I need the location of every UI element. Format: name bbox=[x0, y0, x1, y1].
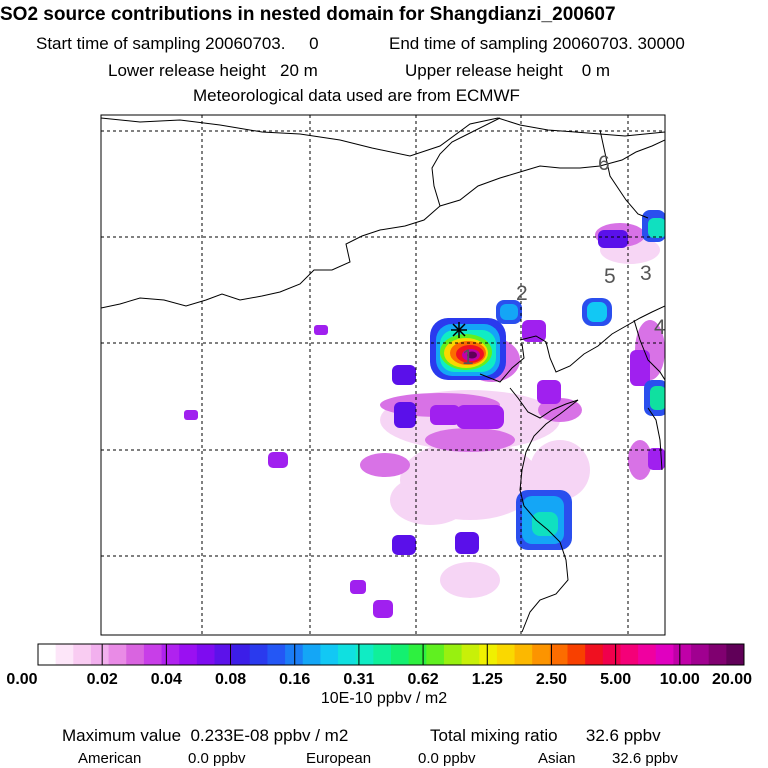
region-label-2: 2 bbox=[516, 282, 528, 305]
colorbar-swatch bbox=[638, 644, 657, 665]
colorbar-tick-label: 1.25 bbox=[472, 671, 503, 688]
region-label-6: 6 bbox=[598, 152, 610, 175]
european-value: 0.0 ppbv bbox=[418, 750, 476, 767]
asian-value: 32.6 ppbv bbox=[612, 750, 678, 767]
colorbar-unit-label: 10E-10 ppbv / m2 bbox=[320, 690, 448, 707]
colorbar-swatch bbox=[532, 644, 551, 665]
colorbar-swatch bbox=[726, 644, 745, 665]
colorbar-swatch bbox=[549, 644, 568, 665]
colorbar-swatch bbox=[443, 644, 463, 665]
region-label-4: 4 bbox=[654, 316, 666, 339]
chart-title: SO2 source contributions in nested domai… bbox=[0, 4, 616, 25]
asian-label: Asian bbox=[538, 750, 576, 767]
colorbar-swatch bbox=[355, 644, 374, 665]
contribution-field bbox=[184, 210, 665, 618]
receptor-marker-icon bbox=[451, 322, 467, 338]
european-label: European bbox=[306, 750, 372, 767]
colorbar-swatch bbox=[461, 644, 480, 665]
colorbar-tick-label: 0.62 bbox=[408, 671, 439, 688]
colorbar-swatch bbox=[55, 644, 74, 665]
colorbar-swatch bbox=[655, 644, 674, 665]
colorbar-tick-label: 0.04 bbox=[151, 671, 182, 688]
colorbar-swatch bbox=[302, 644, 321, 665]
colorbar-swatch bbox=[126, 644, 145, 665]
colorbar-tick-label: 2.50 bbox=[536, 671, 567, 688]
colorbar-swatch bbox=[479, 644, 498, 665]
colorbar-swatch bbox=[196, 644, 215, 665]
colorbar-swatch bbox=[691, 644, 710, 665]
colorbar-swatch bbox=[38, 644, 57, 665]
start-time-label: Start time of sampling 20060703. 0 bbox=[36, 34, 319, 53]
met-data-label: Meteorological data used are from ECMWF bbox=[193, 86, 520, 105]
colorbar-swatch bbox=[514, 644, 533, 665]
colorbar-tick-label: 5.00 bbox=[600, 671, 631, 688]
colorbar-swatch bbox=[214, 644, 233, 665]
colorbar-swatch bbox=[267, 644, 286, 665]
colorbar-swatch bbox=[426, 644, 445, 665]
colorbar-tick-label: 0.16 bbox=[279, 671, 310, 688]
colorbar-tick-label: 0.00 bbox=[6, 671, 37, 688]
colorbar-swatch bbox=[496, 644, 516, 665]
colorbar-swatch bbox=[90, 644, 110, 665]
colorbar-swatch bbox=[602, 644, 621, 665]
colorbar-swatch bbox=[249, 644, 268, 665]
colorbar-tick-label: 0.08 bbox=[215, 671, 246, 688]
american-label: American bbox=[78, 750, 142, 767]
map-frame bbox=[100, 114, 666, 636]
region-label-1: 1 bbox=[462, 346, 474, 369]
colorbar-swatch bbox=[179, 644, 198, 665]
maximum-value-label: Maximum value 0.233E-08 ppbv / m2 bbox=[62, 726, 349, 745]
region-label-3: 3 bbox=[640, 262, 652, 285]
colorbar-tick-label: 0.31 bbox=[343, 671, 374, 688]
colorbar-swatch bbox=[108, 644, 127, 665]
colorbar-swatch bbox=[585, 644, 604, 665]
colorbar-tick-label: 20.00 bbox=[712, 671, 752, 688]
colorbar-swatch bbox=[708, 644, 727, 665]
colorbar-swatch bbox=[285, 644, 304, 665]
colorbar-swatch bbox=[143, 644, 163, 665]
colorbar-tick-label: 10.00 bbox=[660, 671, 700, 688]
colorbar-swatch bbox=[161, 644, 180, 665]
upper-release-label: Upper release height 0 m bbox=[405, 61, 611, 80]
colorbar-swatch bbox=[338, 644, 357, 665]
colorbar-swatch bbox=[673, 644, 692, 665]
colorbar-swatch bbox=[408, 644, 427, 665]
lower-release-label: Lower release height 20 m bbox=[108, 61, 318, 80]
american-value: 0.0 ppbv bbox=[188, 750, 246, 767]
colorbar-tick-label: 0.02 bbox=[87, 671, 118, 688]
colorbar-swatch bbox=[567, 644, 586, 665]
colorbar bbox=[37, 643, 745, 666]
colorbar-swatch bbox=[373, 644, 392, 665]
end-time-label: End time of sampling 20060703. 30000 bbox=[389, 34, 685, 53]
graticule bbox=[101, 115, 665, 635]
colorbar-swatch bbox=[620, 644, 639, 665]
colorbar-swatch bbox=[232, 644, 251, 665]
colorbar-swatch bbox=[391, 644, 410, 665]
colorbar-swatch bbox=[73, 644, 92, 665]
colorbar-swatch bbox=[320, 644, 339, 665]
total-mixing-ratio-label: Total mixing ratio 32.6 ppbv bbox=[430, 726, 661, 745]
region-label-5: 5 bbox=[604, 265, 616, 288]
colorbar-ticks: 0.00 0.02 0.04 0.08 0.16 0.31 0.62 1.25 2.50 5.00… bbox=[6, 644, 752, 688]
coastlines bbox=[101, 117, 665, 633]
